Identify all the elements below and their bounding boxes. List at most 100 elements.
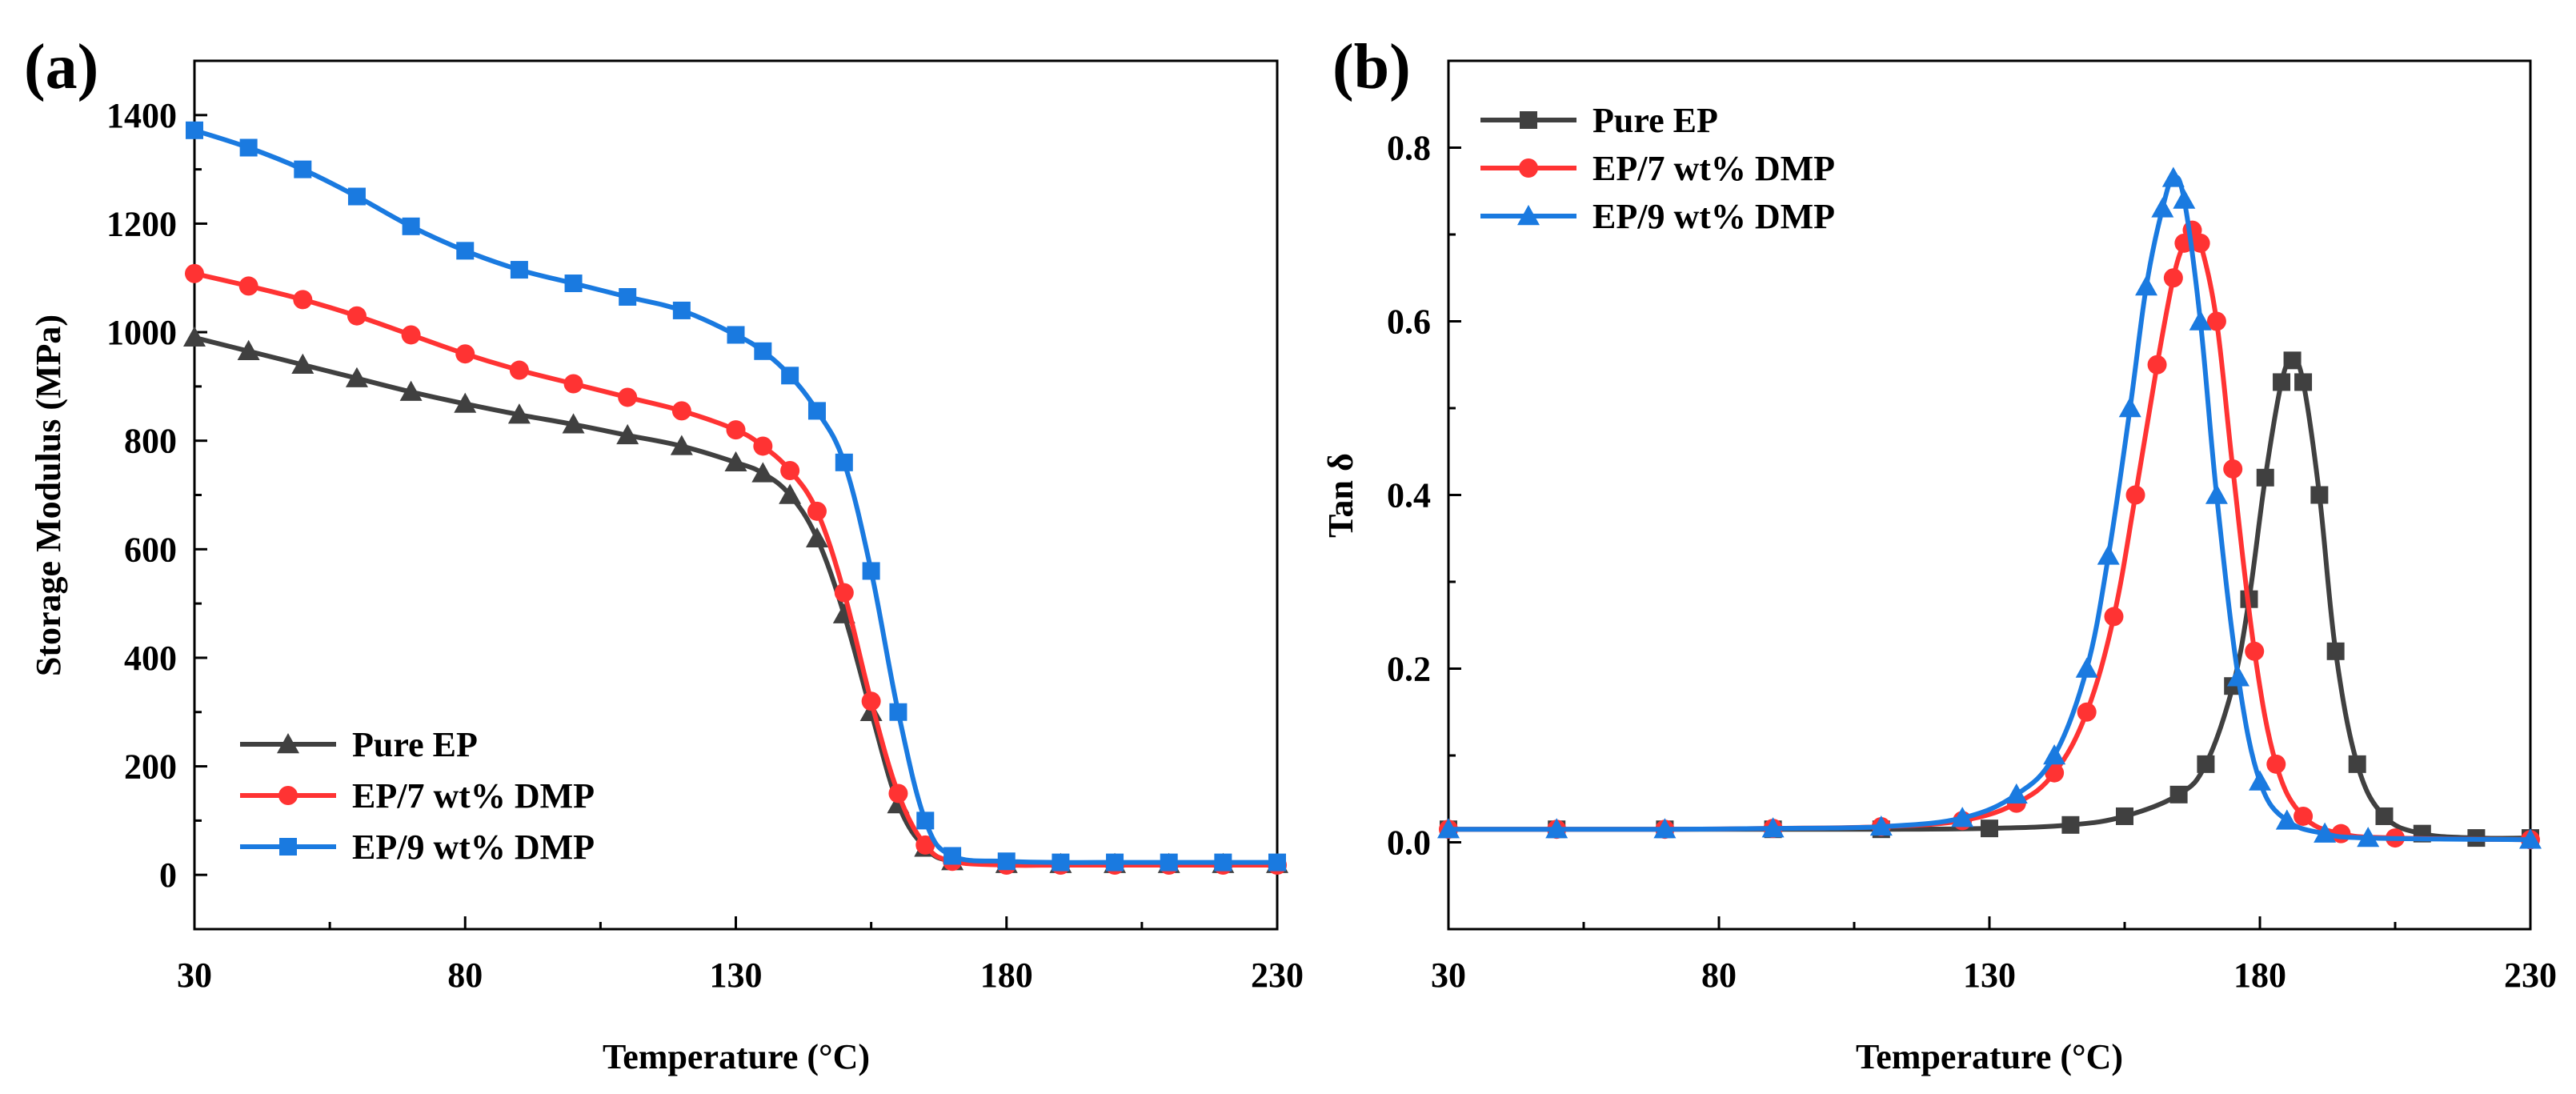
panel-b-data-point-2 <box>2097 544 2120 565</box>
panel-a-y-axis-title: Storage Modulus (MPa) <box>29 315 68 676</box>
panel-a-data-point-2 <box>754 342 772 360</box>
panel-b-data-point-2 <box>2249 770 2271 791</box>
panel-b-data-point-2 <box>2205 483 2228 504</box>
panel-a-data-point-2 <box>456 242 475 260</box>
panel-b-data-point-2 <box>1653 818 1677 839</box>
panel-a-y-tick-label: 1400 <box>106 96 177 135</box>
panel-a-x-tick-label: 30 <box>177 956 212 995</box>
panel-a-x-tick-label: 80 <box>447 956 483 995</box>
panel-b-ticks: 30 80 130 180 230 0.0 0.2 0.4 0.6 0.8 <box>1387 129 2557 996</box>
panel-b-data-point-2 <box>2118 397 2141 418</box>
panel-a-data-point-2 <box>1160 853 1178 872</box>
panel-a-y-tick-label: 600 <box>124 530 177 569</box>
panel-a-x-tick-label: 180 <box>980 956 1033 995</box>
panel-b-data-point-1 <box>2045 763 2065 783</box>
panel-a-data-point-0 <box>670 435 693 455</box>
panel-a-series <box>183 121 1288 875</box>
panel-b-data-point-2 <box>2189 310 2212 331</box>
panel-a-ticks: 30 80 130 180 230 0 200 400 600 800 1000 1200 1400 <box>106 96 1304 995</box>
panel-b-data-point-0 <box>2283 351 2302 370</box>
panel-a-data-point-0 <box>779 483 802 504</box>
panel-a-data-point-2 <box>239 138 258 157</box>
panel-a-legend-label-0: Pure EP <box>352 725 478 764</box>
panel-b-data-point-1 <box>2266 754 2286 774</box>
panel-a-data-point-2 <box>672 301 691 319</box>
panel-b-legend-marker-0 <box>1520 111 1537 129</box>
panel-a-data-point-2 <box>564 275 583 293</box>
panel-a-data-point-2 <box>997 852 1016 871</box>
panel-a-data-point-2 <box>889 703 907 721</box>
panel-b-y-tick-label: 0.6 <box>1387 303 1431 342</box>
panel-a-data-point-2 <box>916 811 935 830</box>
panel-a-y-tick-label: 1200 <box>106 204 177 243</box>
panel-a-legend-marker-1 <box>278 786 298 805</box>
panel-a-data-point-2 <box>347 187 366 206</box>
panel-b-legend-label-1: EP/7 wt% DMP <box>1592 149 1835 188</box>
panel-a-data-point-0 <box>345 367 368 387</box>
panel-b-y-tick-label: 0.0 <box>1387 824 1431 863</box>
panel-b-data-point-0 <box>2348 755 2366 773</box>
panel-a-data-point-0 <box>183 326 206 347</box>
panel-b-label: (b) <box>1332 32 1411 102</box>
panel-b-data-point-2 <box>1869 815 1893 836</box>
panel-b-data-point-0 <box>2375 807 2394 825</box>
panel-a-y-tick-label: 1000 <box>106 313 177 352</box>
panel-a-label: (a) <box>24 32 98 102</box>
panel-a-x-axis-title: Temperature (°C) <box>603 1037 870 1076</box>
panel-a-y-tick-label: 800 <box>124 422 177 461</box>
panel-a-y-tick-label: 200 <box>124 747 177 787</box>
panel-a-data-point-0 <box>562 413 585 434</box>
panel-b-series-line-0 <box>1446 358 2533 841</box>
panel-b-data-point-0 <box>2294 373 2313 391</box>
panel-a-data-point-0 <box>507 403 531 424</box>
panel-b-data-point-2 <box>2043 744 2066 765</box>
panel-b-plot-frame <box>1447 59 2532 931</box>
panel-b-y-tick-label: 0.8 <box>1387 129 1431 168</box>
panel-b-data-point-2 <box>1951 807 1974 828</box>
panel-b-data-point-1 <box>2125 485 2145 505</box>
panel-b-series-line-2 <box>1446 174 2533 843</box>
panel-a-y-tick-label: 0 <box>159 856 177 895</box>
panel-a-data-point-2 <box>402 217 420 235</box>
panel-b-data-point-2 <box>1437 818 1460 839</box>
panel-b-data-point-0 <box>2169 785 2188 803</box>
panel-b-legend-label-0: Pure EP <box>1592 101 1718 140</box>
panel-b-data-point-0 <box>2273 373 2291 391</box>
panel-a-data-point-1 <box>807 501 827 521</box>
panel-b-data-point-1 <box>2206 311 2226 331</box>
panel-b-data-point-0 <box>2256 468 2274 487</box>
panel-b-data-point-1 <box>2077 702 2097 722</box>
panel-a-data-point-0 <box>291 353 314 374</box>
panel-b-legend-marker-1 <box>1519 158 1538 178</box>
panel-a-data-point-2 <box>510 261 528 279</box>
panel-a-data-point-1 <box>347 306 367 326</box>
panel-b-data-point-1 <box>2294 806 2314 826</box>
panel-a-data-point-1 <box>915 835 935 855</box>
panel-b-data-point-2 <box>2357 827 2380 848</box>
panel-a-data-point-1 <box>888 783 908 803</box>
panel-b-x-tick-label: 180 <box>2233 956 2286 995</box>
panel-a-data-point-1 <box>293 290 313 310</box>
panel-b-x-tick-label: 230 <box>2504 956 2557 995</box>
panel-a-data-point-2 <box>807 402 826 420</box>
panel-a-data-point-2 <box>294 160 312 178</box>
panel-a-data-point-2 <box>943 847 962 865</box>
panel-b-legend-label-2: EP/9 wt% DMP <box>1592 197 1835 236</box>
panel-b-x-axis-title: Temperature (°C) <box>1856 1037 2123 1076</box>
panel-a-data-point-1 <box>780 460 800 480</box>
panel-a-data-point-2 <box>619 287 637 306</box>
panel-b-data-point-2 <box>2151 197 2174 218</box>
panel-b-data-point-2 <box>2173 188 2196 209</box>
panel-b-y-tick-label: 0.2 <box>1387 650 1431 689</box>
panel-a-data-point-1 <box>834 583 854 603</box>
panel-a-x-tick-label: 230 <box>1251 956 1304 995</box>
panel-b-data-point-2 <box>1545 818 1568 839</box>
panel-a-data-point-1 <box>726 420 746 440</box>
panel-b-data-point-1 <box>2163 268 2183 288</box>
panel-a-data-point-2 <box>835 453 853 471</box>
panel-a-data-point-2 <box>1268 853 1286 872</box>
panel-a-y-tick-label: 400 <box>124 639 177 678</box>
panel-b-y-axis-title: Tan δ <box>1321 453 1360 538</box>
panel-a-data-point-1 <box>753 436 773 456</box>
panel-a-legend-marker-0 <box>277 733 299 754</box>
